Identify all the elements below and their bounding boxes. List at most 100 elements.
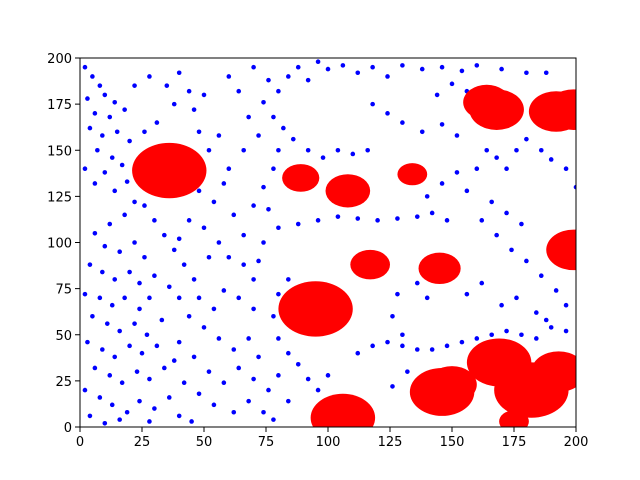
point (122, 107, 127, 112)
point (142, 254, 147, 260)
point (276, 88, 281, 94)
point (286, 398, 291, 404)
point (295, 221, 301, 227)
point (159, 317, 165, 323)
point (534, 310, 539, 315)
point (315, 59, 321, 64)
point (191, 354, 197, 360)
point (162, 365, 167, 371)
point (90, 314, 95, 319)
point (176, 236, 182, 242)
point (236, 365, 242, 371)
point (112, 188, 118, 194)
point (226, 166, 232, 171)
point (563, 328, 569, 334)
obstacle (418, 252, 461, 285)
y-tick-label: 200 (47, 52, 72, 67)
point (236, 88, 242, 94)
point (191, 277, 197, 282)
point (142, 129, 147, 135)
point (534, 336, 539, 341)
point (355, 216, 361, 221)
point (553, 288, 559, 293)
point (114, 129, 120, 135)
obstacle (499, 410, 529, 427)
point (152, 218, 157, 223)
point (196, 391, 202, 397)
point (127, 269, 132, 275)
point (144, 332, 150, 338)
point (320, 155, 326, 160)
point (439, 122, 445, 127)
point (514, 295, 519, 301)
point (87, 413, 93, 419)
point (109, 402, 115, 408)
point (139, 350, 145, 356)
point (276, 147, 281, 153)
point (124, 409, 130, 415)
point (107, 221, 113, 227)
point (524, 70, 529, 76)
point (117, 417, 122, 422)
point (355, 70, 361, 76)
point (538, 273, 544, 279)
point (152, 406, 157, 411)
point (201, 225, 207, 231)
point (82, 291, 88, 297)
obstacle (469, 89, 524, 130)
point (201, 325, 207, 330)
point (171, 358, 177, 363)
point (395, 216, 400, 221)
y-tick-label: 100 (47, 237, 72, 252)
point (137, 306, 142, 312)
x-tick-label: 175 (502, 435, 527, 450)
point (414, 280, 420, 286)
point (474, 166, 480, 171)
point (419, 129, 425, 135)
y-tick-label: 25 (55, 375, 72, 390)
point (519, 221, 524, 227)
point (241, 147, 246, 153)
point (154, 120, 160, 125)
point (305, 147, 311, 153)
point (196, 295, 202, 301)
point (419, 66, 425, 72)
point (231, 347, 237, 352)
point (499, 66, 504, 72)
point (206, 147, 212, 153)
point (251, 277, 256, 282)
point (154, 343, 160, 349)
point (256, 258, 261, 264)
point (524, 258, 529, 264)
point (271, 314, 276, 319)
point (92, 365, 98, 371)
obstacle (278, 281, 353, 337)
point (112, 354, 118, 360)
point (305, 376, 311, 382)
point (479, 280, 485, 286)
point (271, 166, 276, 171)
point (370, 64, 375, 70)
point (548, 157, 554, 162)
point (147, 376, 152, 382)
x-tick-label: 0 (76, 435, 84, 450)
point (286, 277, 291, 282)
plot-area (82, 59, 576, 427)
point (186, 88, 192, 94)
point (102, 170, 108, 175)
point (261, 240, 266, 245)
point (474, 63, 480, 68)
point (87, 125, 93, 131)
point (241, 232, 246, 238)
point (489, 199, 494, 205)
point (390, 314, 395, 319)
point (439, 64, 445, 70)
point (315, 218, 321, 223)
point (82, 64, 88, 70)
point (514, 147, 519, 153)
point (400, 343, 405, 349)
x-tick-label: 125 (378, 435, 403, 450)
point (124, 179, 130, 184)
point (246, 336, 251, 341)
point (100, 269, 105, 275)
